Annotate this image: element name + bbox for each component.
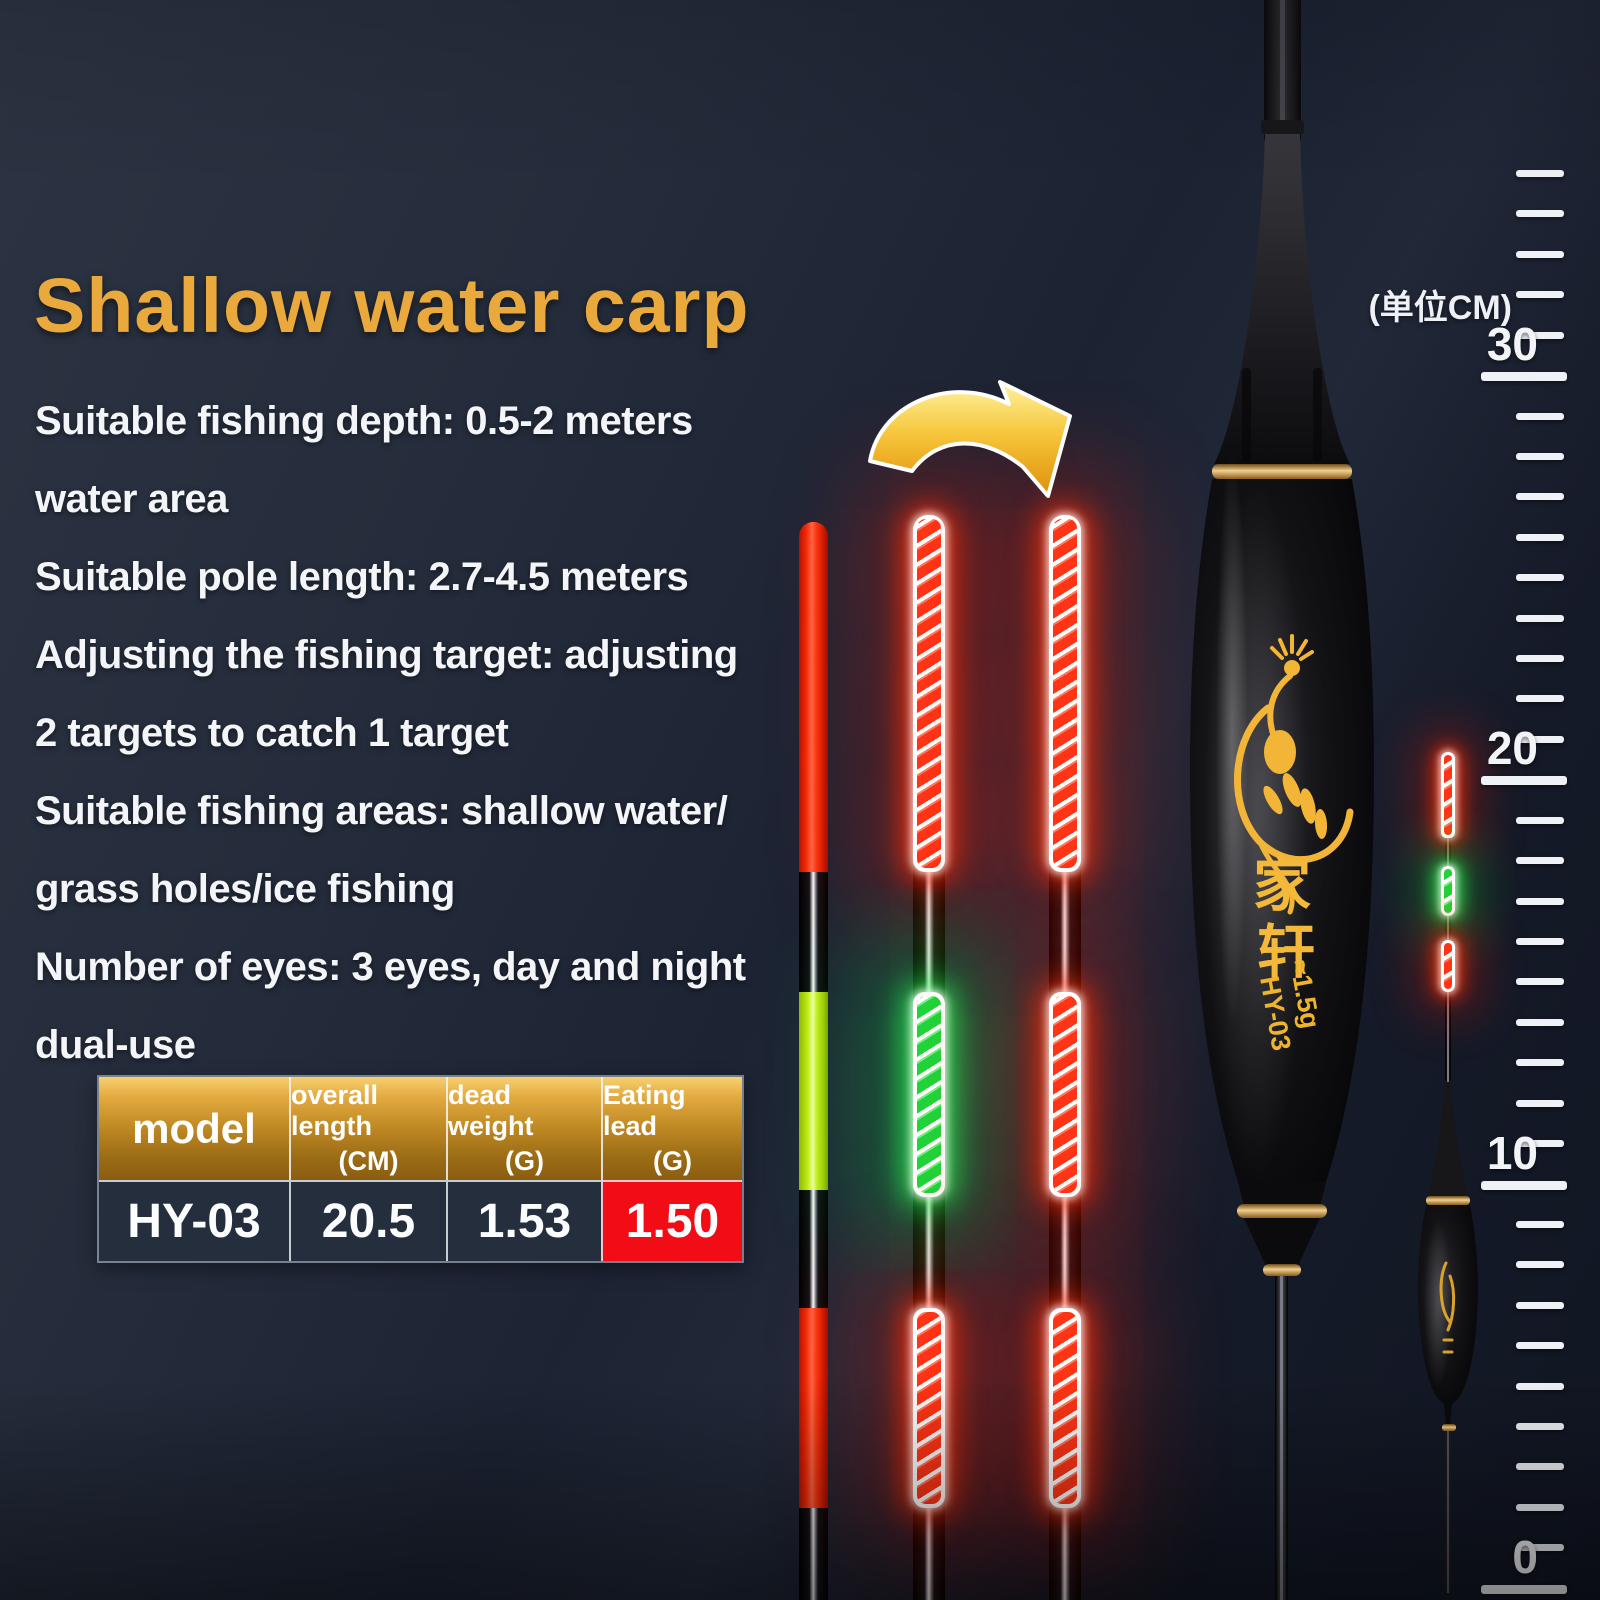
- ruler-tick-minor: [1516, 1059, 1564, 1067]
- ruler-number: 30: [1486, 318, 1538, 371]
- ruler-number: 20: [1486, 722, 1538, 775]
- ruler-tick-minor: [1516, 978, 1564, 986]
- paint-segment-red-bottom: [799, 1308, 828, 1508]
- peacock-logo: [1234, 634, 1354, 915]
- ruler-tick-minor: [1516, 1544, 1564, 1552]
- ruler-tick-minor: [1516, 816, 1564, 824]
- gold-ring-mid: [1237, 1204, 1327, 1218]
- float-tail-unlit: [799, 522, 828, 1600]
- brand-char-2: 轩: [1257, 920, 1315, 985]
- gold-ring-bottom: [1263, 1264, 1301, 1276]
- ruler-tick-minor: [1516, 1018, 1564, 1026]
- ruler-tick-minor: [1516, 210, 1564, 218]
- table-header-overall-length: overall length (CM): [289, 1077, 446, 1180]
- table-header-model: model: [99, 1077, 289, 1180]
- ruler-tick-minor: [1516, 937, 1564, 945]
- ruler-tick-minor: [1516, 655, 1564, 663]
- ruler-tick-minor: [1516, 857, 1564, 865]
- led-segment-green: [1441, 866, 1455, 916]
- ruler-tick-minor: [1516, 614, 1564, 622]
- led-segment-red-middle: [1049, 992, 1081, 1197]
- table-cell-eating-lead: 1.50: [601, 1180, 742, 1261]
- gold-ring-top: [1212, 464, 1352, 479]
- float-tail-small: [1441, 752, 1455, 1082]
- ruler-tick-minor: [1516, 1503, 1564, 1511]
- ruler-tick-minor: [1516, 1342, 1564, 1350]
- ruler-tick-minor: [1516, 1463, 1564, 1471]
- ruler-tick-minor: [1516, 574, 1564, 582]
- float-shoulder-cone: [1214, 134, 1350, 464]
- ruler-tick-major: [1481, 776, 1567, 786]
- ruler-tick-minor: [1516, 897, 1564, 905]
- ruler-tick-minor: [1516, 170, 1564, 177]
- ruler-tick-minor: [1516, 695, 1564, 703]
- led-segment-red-bottom: [1049, 1308, 1081, 1508]
- ruler-tick-major: [1481, 372, 1567, 382]
- ruler-tick-minor: [1516, 1099, 1564, 1107]
- led-segment-green: [913, 992, 945, 1197]
- float-body-small: [1418, 1082, 1478, 1593]
- ruler-tick-minor: [1516, 291, 1564, 299]
- ruler-tick-minor: [1516, 493, 1564, 501]
- brand-char-1: 家: [1253, 853, 1311, 918]
- led-segment-red-top: [1441, 752, 1455, 838]
- table-cell-model: HY-03: [99, 1180, 289, 1261]
- float-tail-lit-red-mode: [1049, 515, 1081, 1600]
- paint-segment-red-top: [799, 522, 828, 872]
- led-segment-red-top: [1049, 515, 1081, 872]
- ruler-tick-minor: [1516, 1140, 1564, 1148]
- ruler-tick-minor: [1516, 1220, 1564, 1228]
- ruler-tick-minor: [1516, 1382, 1564, 1390]
- table-header-dead-weight: dead weight (G): [446, 1077, 601, 1180]
- paint-segment-yellow: [799, 992, 828, 1190]
- ruler-tick-minor: [1516, 412, 1564, 420]
- page-title: Shallow water carp: [34, 263, 750, 349]
- ruler-tick-minor: [1516, 533, 1564, 541]
- ruler-tick-minor: [1516, 1301, 1564, 1309]
- small-gold-logo: [1439, 1261, 1456, 1354]
- led-segment-red-top: [913, 515, 945, 872]
- float-body-large: 家 轩 ≈1.5g HY-03: [1190, 0, 1374, 1600]
- table-cell-dead-weight: 1.53: [446, 1180, 601, 1261]
- ruler-tick-minor: [1516, 250, 1564, 258]
- ruler-tick-minor: [1516, 452, 1564, 460]
- product-description: Suitable fishing depth: 0.5-2 meters wat…: [35, 399, 746, 1067]
- table-cell-overall-length: 20.5: [289, 1180, 446, 1261]
- ruler-tick-minor: [1516, 1423, 1564, 1431]
- float-tail-lit-green-mode: [913, 515, 945, 1600]
- led-segment-red-bottom: [1441, 940, 1455, 992]
- ruler-tick-minor: [1516, 331, 1564, 339]
- ruler-tick-minor: [1516, 1261, 1564, 1269]
- spec-table: model overall length (CM) dead weight (G…: [97, 1075, 744, 1263]
- table-header-eating-lead: Eating lead (G): [601, 1077, 742, 1180]
- ruler-tick-minor: [1516, 735, 1564, 743]
- tail-rod: [1445, 752, 1451, 1082]
- curved-arrow-icon: [868, 380, 1072, 498]
- led-segment-red-bottom: [913, 1308, 945, 1508]
